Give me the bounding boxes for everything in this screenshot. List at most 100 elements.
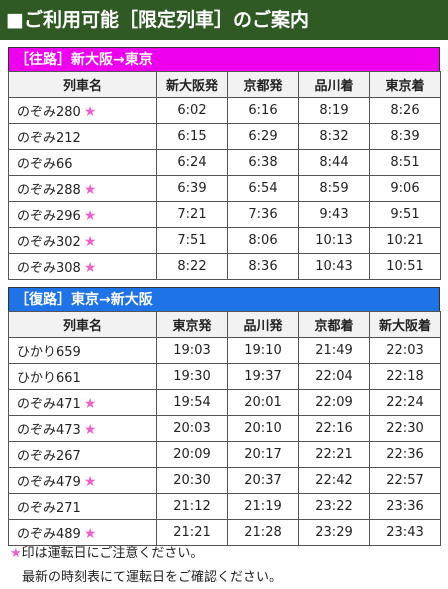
table-row: のぞみ489 ★ 21:21 21:28 23:29 23:43 xyxy=(8,519,441,546)
time-cell: 6:29 xyxy=(227,123,299,150)
table-row: のぞみ473 ★ 20:03 20:10 22:16 22:30 xyxy=(8,415,441,442)
train-name: のぞみ489 xyxy=(17,527,81,542)
time-cell: 20:30 xyxy=(156,467,228,494)
train-name-cell: ひかり659 xyxy=(8,337,157,364)
star-icon: ★ xyxy=(83,422,97,438)
time-cell: 10:21 xyxy=(369,227,441,254)
time-cell: 20:03 xyxy=(156,415,228,442)
time-cell: 6:02 xyxy=(156,97,228,124)
star-icon: ★ xyxy=(10,546,22,561)
time-cell: 6:24 xyxy=(156,149,228,176)
time-cell: 22:42 xyxy=(298,467,370,494)
time-cell: 20:10 xyxy=(227,415,299,442)
time-cell: 8:59 xyxy=(298,175,370,202)
time-cell: 8:22 xyxy=(156,253,228,280)
table-row: ひかり661 19:30 19:37 22:04 22:18 xyxy=(8,363,441,390)
time-cell: 6:39 xyxy=(156,175,228,202)
time-cell: 22:57 xyxy=(369,467,441,494)
table-row: のぞみ479 ★ 20:30 20:37 22:42 22:57 xyxy=(8,467,441,494)
time-cell: 22:30 xyxy=(369,415,441,442)
time-cell: 7:36 xyxy=(227,201,299,228)
time-cell: 23:36 xyxy=(369,493,441,520)
time-cell: 23:22 xyxy=(298,493,370,520)
train-name-cell: のぞみ302 ★ xyxy=(8,227,157,254)
train-name: ひかり659 xyxy=(17,345,81,360)
train-name-cell: のぞみ267 xyxy=(8,441,157,468)
train-name-cell: のぞみ212 xyxy=(8,123,157,150)
time-cell: 20:09 xyxy=(156,441,228,468)
table-row: のぞみ308 ★ 8:22 8:36 10:43 10:51 xyxy=(8,253,441,280)
star-icon: ★ xyxy=(83,234,97,250)
table-row: のぞみ212 6:15 6:29 8:32 8:39 xyxy=(8,123,441,150)
star-icon: ★ xyxy=(83,104,97,120)
train-name: のぞみ471 xyxy=(17,397,81,412)
star-icon: ★ xyxy=(83,396,97,412)
star-icon: ★ xyxy=(83,474,97,490)
train-name-cell: のぞみ479 ★ xyxy=(8,467,157,494)
time-cell: 22:36 xyxy=(369,441,441,468)
time-cell: 19:10 xyxy=(227,337,299,364)
time-cell: 6:15 xyxy=(156,123,228,150)
page-title: ■ご利用可能［限定列車］のご案内 xyxy=(0,0,448,40)
star-note-text: 印は運転日にご注意ください。 xyxy=(21,546,204,561)
time-cell: 22:09 xyxy=(298,389,370,416)
time-cell: 20:37 xyxy=(227,467,299,494)
time-cell: 6:16 xyxy=(227,97,299,124)
outbound-section-title: ［往路］新大阪→東京 xyxy=(8,47,440,71)
star-icon: ★ xyxy=(83,182,97,198)
timetable-note: 最新の時刻表にて運転日をご確認ください。 xyxy=(22,570,283,585)
train-name-cell: のぞみ271 xyxy=(8,493,157,520)
time-cell: 6:54 xyxy=(227,175,299,202)
column-header: 京都発 xyxy=(227,71,299,98)
column-header: 列車名 xyxy=(8,311,157,338)
column-header: 品川発 xyxy=(227,311,299,338)
inbound-section-title: ［復路］東京→新大阪 xyxy=(8,287,440,311)
train-name: のぞみ296 xyxy=(17,209,81,224)
time-cell: 9:06 xyxy=(369,175,441,202)
time-cell: 22:16 xyxy=(298,415,370,442)
train-name: のぞみ212 xyxy=(17,131,81,146)
time-cell: 21:21 xyxy=(156,519,228,546)
train-name: のぞみ473 xyxy=(17,423,81,438)
table-header-row: 列車名 新大阪発 京都発 品川着 東京着 xyxy=(8,71,441,98)
time-cell: 23:29 xyxy=(298,519,370,546)
train-name-cell: のぞみ308 ★ xyxy=(8,253,157,280)
inbound-timetable: ［復路］東京→新大阪 列車名 東京発 品川発 京都着 新大阪着 ひかり659 19:03 1… xyxy=(8,287,441,546)
table-row: のぞみ288 ★ 6:39 6:54 8:59 9:06 xyxy=(8,175,441,202)
time-cell: 8:06 xyxy=(227,227,299,254)
outbound-table: 列車名 新大阪発 京都発 品川着 東京着 のぞみ280 ★ 6:02 6:16 8:19 8:26… xyxy=(8,71,441,280)
time-cell: 8:39 xyxy=(369,123,441,150)
time-cell: 7:51 xyxy=(156,227,228,254)
time-cell: 20:01 xyxy=(227,389,299,416)
table-row: ひかり659 19:03 19:10 21:49 22:03 xyxy=(8,337,441,364)
column-header: 新大阪発 xyxy=(156,71,228,98)
table-row: のぞみ280 ★ 6:02 6:16 8:19 8:26 xyxy=(8,97,441,124)
time-cell: 22:18 xyxy=(369,363,441,390)
column-header: 品川着 xyxy=(298,71,370,98)
train-name-cell: のぞみ473 ★ xyxy=(8,415,157,442)
table-row: のぞみ66 6:24 6:38 8:44 8:51 xyxy=(8,149,441,176)
time-cell: 20:17 xyxy=(227,441,299,468)
time-cell: 10:51 xyxy=(369,253,441,280)
train-name: のぞみ479 xyxy=(17,475,81,490)
table-row: のぞみ296 ★ 7:21 7:36 9:43 9:51 xyxy=(8,201,441,228)
column-header: 京都着 xyxy=(298,311,370,338)
train-name-cell: ひかり661 xyxy=(8,363,157,390)
table-header-row: 列車名 東京発 品川発 京都着 新大阪着 xyxy=(8,311,441,338)
time-cell: 19:03 xyxy=(156,337,228,364)
table-row: のぞみ267 20:09 20:17 22:21 22:36 xyxy=(8,441,441,468)
time-cell: 21:28 xyxy=(227,519,299,546)
train-name-cell: のぞみ489 ★ xyxy=(8,519,157,546)
time-cell: 8:32 xyxy=(298,123,370,150)
time-cell: 21:19 xyxy=(227,493,299,520)
train-name: のぞみ271 xyxy=(17,501,81,516)
train-name: のぞみ302 xyxy=(17,235,81,250)
time-cell: 8:51 xyxy=(369,149,441,176)
time-cell: 6:38 xyxy=(227,149,299,176)
column-header: 列車名 xyxy=(8,71,157,98)
train-name-cell: のぞみ296 ★ xyxy=(8,201,157,228)
star-icon: ★ xyxy=(83,208,97,224)
train-name: ひかり661 xyxy=(17,371,81,386)
inbound-table: 列車名 東京発 品川発 京都着 新大阪着 ひかり659 19:03 19:10 21:49 22… xyxy=(8,311,441,546)
star-icon: ★ xyxy=(83,260,97,276)
